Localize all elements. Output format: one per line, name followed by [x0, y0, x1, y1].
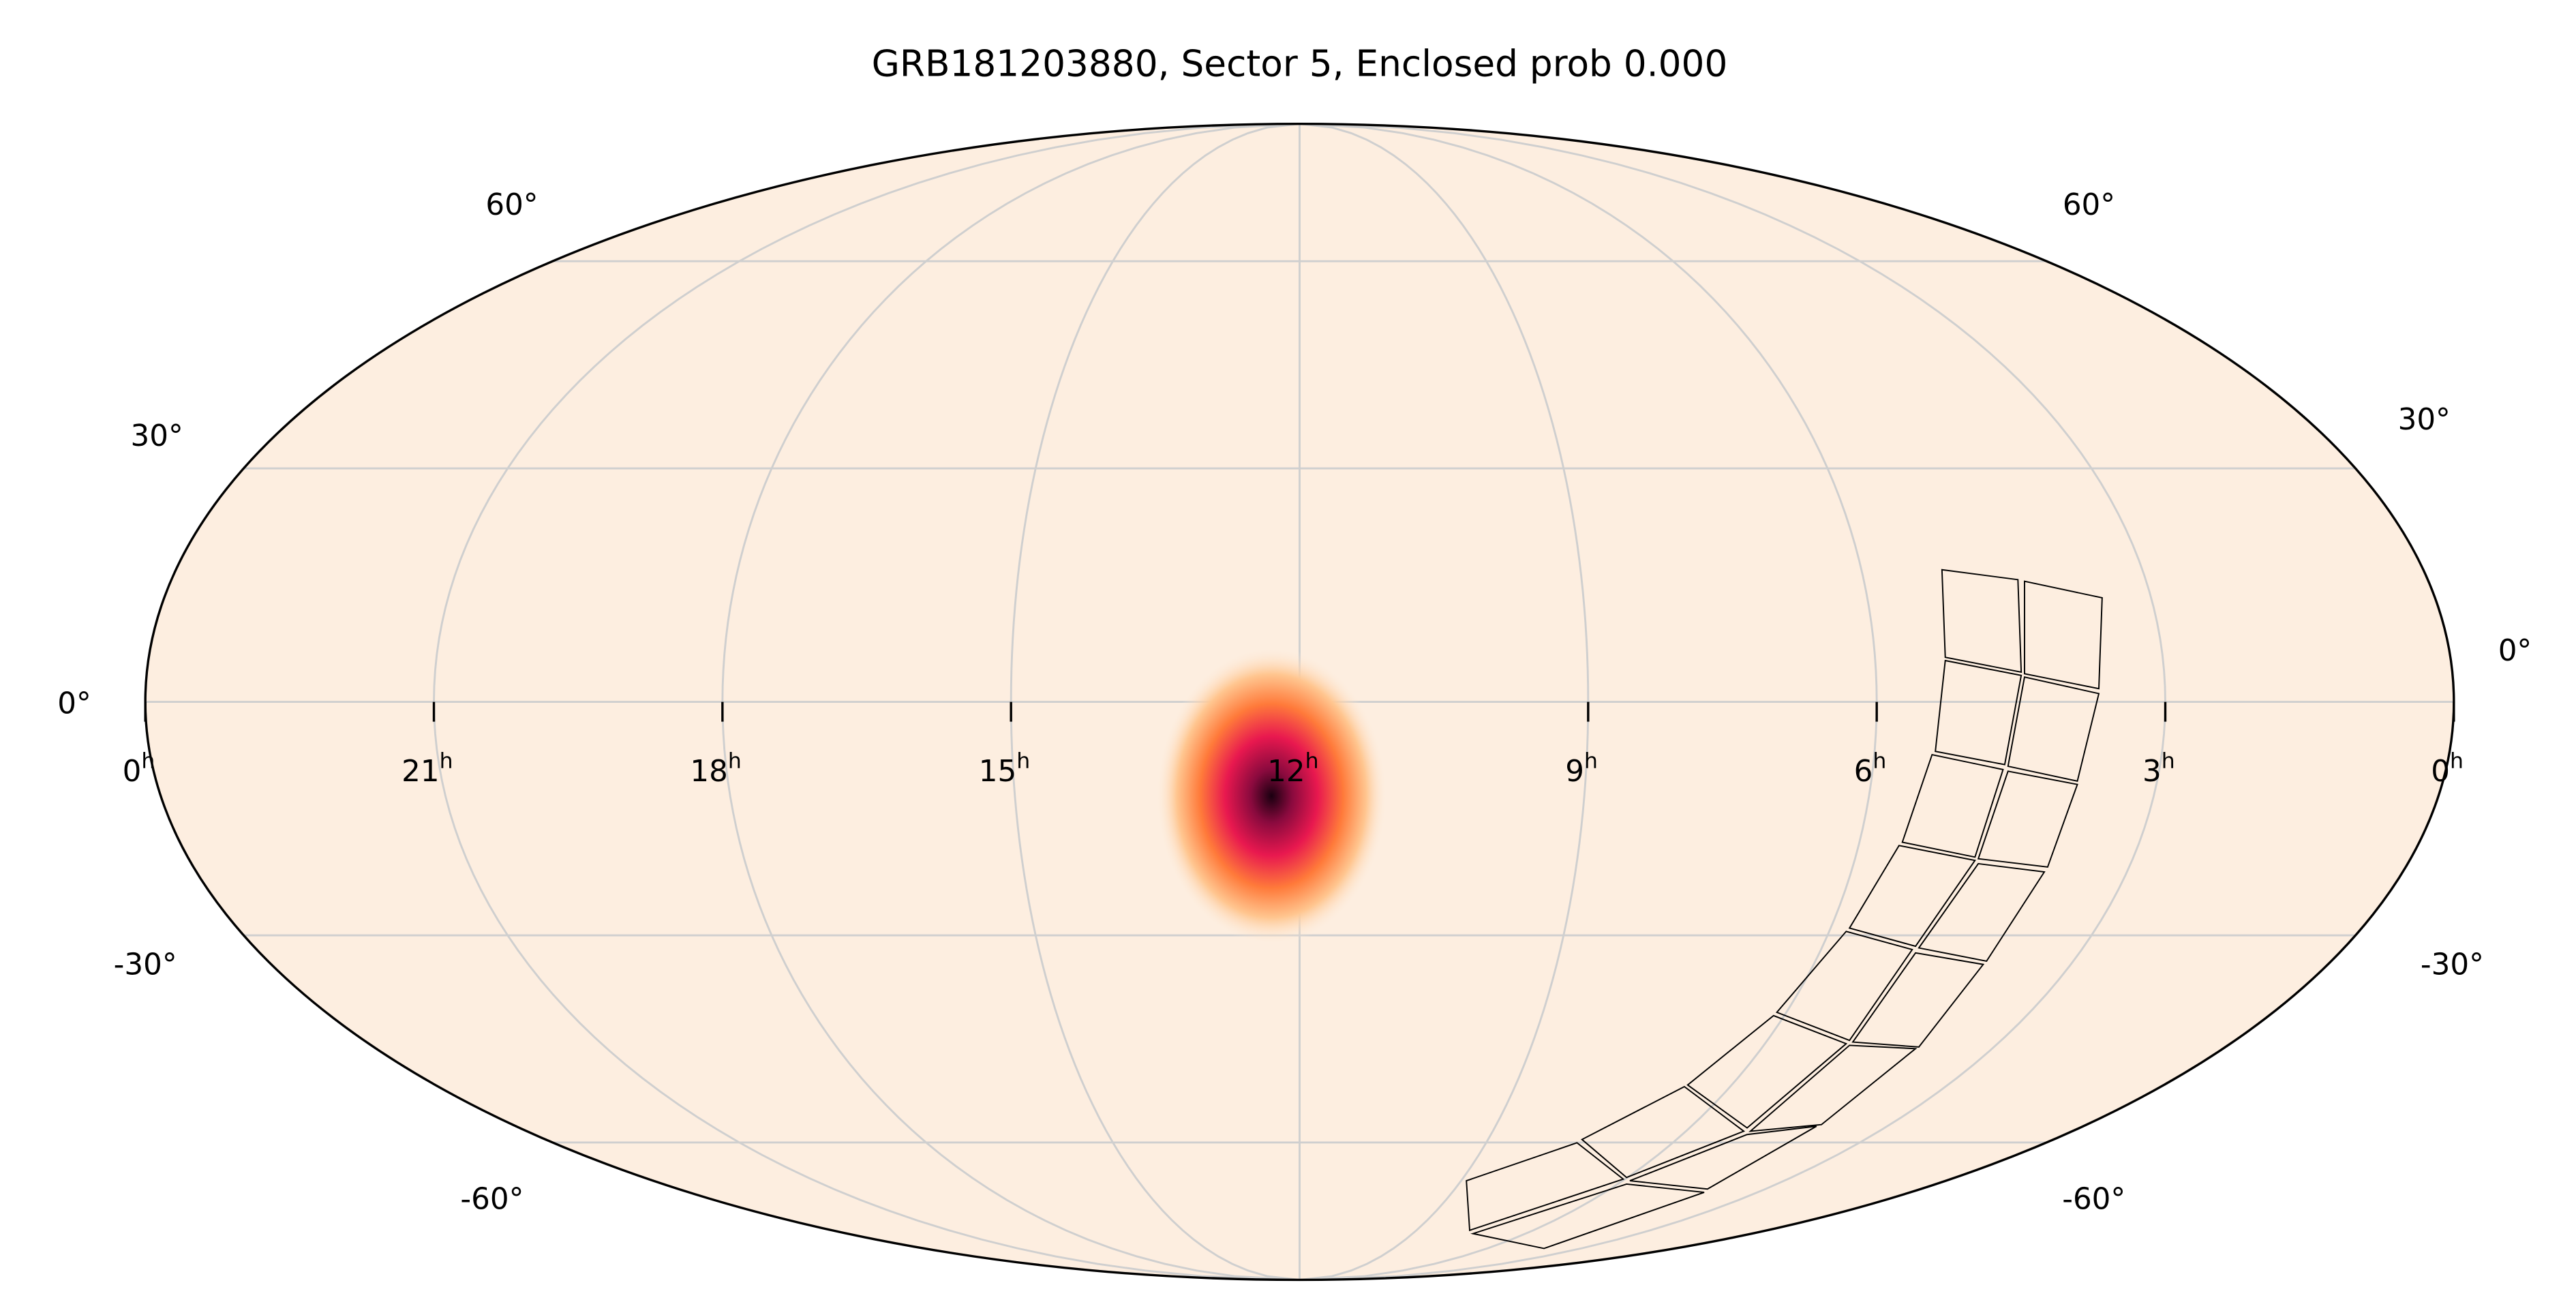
- dec-tick-label: 30°: [130, 419, 183, 453]
- dec-tick-label: -30°: [114, 948, 177, 982]
- ra-unit: h: [1584, 749, 1598, 773]
- ccd-outline: [2007, 676, 2100, 782]
- dec-tick-label: -60°: [2062, 1182, 2125, 1216]
- grid-line: [1299, 123, 1878, 1281]
- ccd-outline: [1466, 1142, 1625, 1232]
- ra-unit: h: [141, 749, 155, 773]
- plot: GRB181203880, Sector 5, Enclosed prob 0.…: [57, 42, 2532, 1282]
- ra-tick-label: 0h: [2431, 749, 2464, 788]
- ccd-outline: [1977, 770, 2078, 868]
- ra-value: 18: [690, 755, 727, 789]
- ccd-outline: [1470, 1183, 1705, 1250]
- ccd-outline: [1851, 952, 1985, 1048]
- probability-region: [1155, 647, 1387, 945]
- ra-value: 0: [2431, 755, 2450, 789]
- ra-value: 9: [1565, 755, 1584, 789]
- ra-tick-label: 0h: [123, 749, 155, 788]
- ccd-outline: [1901, 753, 2004, 858]
- grid-line: [433, 123, 1300, 1281]
- ccd-outline: [1629, 1125, 1817, 1190]
- sector-footprint: [1466, 569, 2103, 1250]
- ra-value: 21: [401, 755, 439, 789]
- dec-tick-label: -30°: [2421, 948, 2484, 982]
- ra-tick-label: 21h: [401, 749, 453, 788]
- dec-tick-label: 0°: [2498, 634, 2532, 668]
- ra-tick-label: 6h: [1854, 749, 1887, 788]
- ccd-outline: [1775, 931, 1913, 1042]
- ra-unit: h: [1873, 749, 1886, 773]
- dec-tick-label: 0°: [57, 687, 91, 721]
- dec-tick-label: 60°: [485, 188, 538, 222]
- ra-unit: h: [2450, 749, 2464, 773]
- ra-value: 15: [979, 755, 1016, 789]
- dec-tick-label: -60°: [460, 1182, 524, 1216]
- ra-unit: h: [1305, 749, 1319, 773]
- ra-tick-label: 18h: [690, 749, 741, 788]
- ra-tick-label: 3h: [2142, 749, 2175, 788]
- ra-value: 3: [2142, 755, 2162, 789]
- ra-unit: h: [440, 749, 453, 773]
- ccd-outline: [1686, 1014, 1848, 1129]
- title: GRB181203880, Sector 5, Enclosed prob 0.…: [872, 42, 1728, 85]
- ra-unit: h: [2162, 749, 2175, 773]
- sky-outline: [144, 122, 2455, 1282]
- ra-value: 12: [1267, 755, 1305, 789]
- ccd-outline: [1581, 1085, 1746, 1179]
- ccd-outline: [1748, 1044, 1918, 1132]
- ra-tick-label: 12h: [1267, 749, 1318, 788]
- ccd-outline: [2024, 580, 2103, 690]
- ra-unit: h: [1016, 749, 1030, 773]
- grid-line: [1299, 123, 1590, 1281]
- grid-line: [1299, 123, 2166, 1281]
- dec-tick-label: 60°: [2063, 188, 2115, 222]
- grid-line: [1010, 123, 1300, 1281]
- ra-tick-label: 15h: [979, 749, 1030, 788]
- ccd-outline: [1935, 659, 2022, 766]
- ccd-outline: [1941, 569, 2022, 674]
- ra-unit: h: [728, 749, 742, 773]
- ccd-outline: [1848, 845, 1976, 948]
- ccd-outline: [1918, 862, 2046, 962]
- grid-line: [721, 123, 1300, 1281]
- ra-value: 6: [1854, 755, 1873, 789]
- ra-tick-label: 9h: [1565, 749, 1598, 788]
- ra-value: 0: [123, 755, 142, 789]
- dec-tick-label: 30°: [2398, 403, 2451, 437]
